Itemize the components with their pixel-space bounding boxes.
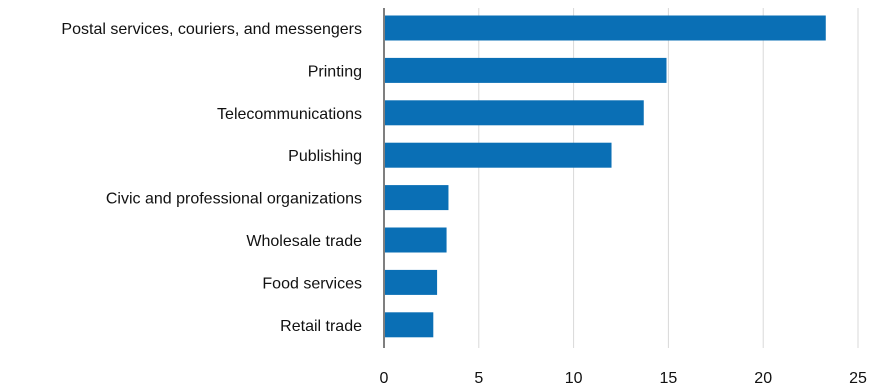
category-labels: Postal services, couriers, and messenger… bbox=[61, 21, 362, 335]
bar bbox=[384, 227, 447, 253]
category-label: Food services bbox=[262, 275, 362, 292]
x-tick-label: 15 bbox=[660, 370, 678, 387]
bar bbox=[384, 100, 644, 126]
bar bbox=[384, 15, 826, 41]
category-label: Wholesale trade bbox=[246, 233, 362, 250]
x-tick-label: 0 bbox=[380, 370, 389, 387]
category-label: Postal services, couriers, and messenger… bbox=[61, 21, 362, 38]
category-label: Retail trade bbox=[280, 318, 362, 335]
bars bbox=[384, 15, 826, 338]
category-label: Civic and professional organizations bbox=[106, 191, 362, 208]
bar bbox=[384, 269, 438, 295]
category-label: Telecommunications bbox=[217, 106, 362, 123]
x-tick-label: 5 bbox=[474, 370, 483, 387]
bar bbox=[384, 312, 434, 338]
bar bbox=[384, 142, 612, 168]
x-tick-label: 10 bbox=[565, 370, 583, 387]
x-tick-label: 25 bbox=[849, 370, 867, 387]
bar bbox=[384, 185, 449, 211]
bar bbox=[384, 57, 667, 83]
category-label: Printing bbox=[308, 63, 362, 80]
category-label: Publishing bbox=[288, 148, 362, 165]
x-tick-label: 20 bbox=[754, 370, 772, 387]
x-tick-labels: 0 5 10 15 20 25 bbox=[380, 370, 867, 387]
